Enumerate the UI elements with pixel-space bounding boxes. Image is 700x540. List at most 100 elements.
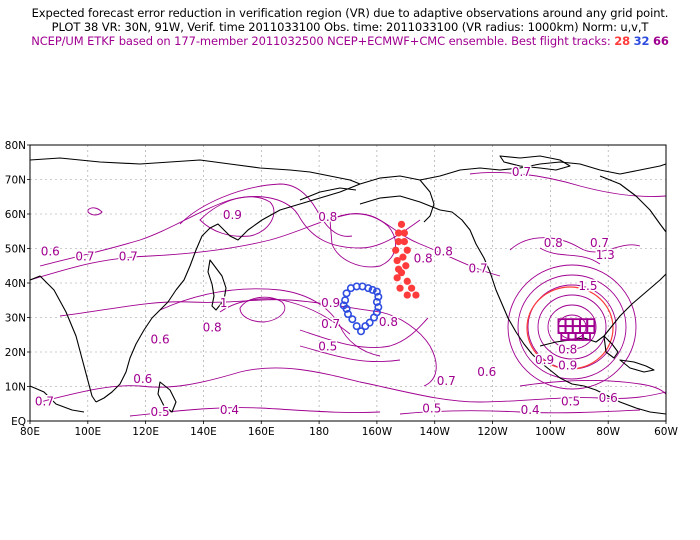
contour-label: 0.5 <box>318 339 337 353</box>
contour-label: 0.6 <box>599 391 618 405</box>
contour-labels: 0.6 0.7 0.70.9 0.80.8 0.80.70.70.8 0.71 0.90.8… <box>33 164 619 421</box>
contour-label: 0.8 <box>318 210 337 224</box>
ring-0-9 <box>517 274 627 380</box>
contour-label: 0.6 <box>133 372 152 386</box>
contour-label: 0.8 <box>434 244 453 258</box>
contour-0-9-north <box>199 196 275 237</box>
forecast-map: 0.6 0.7 0.70.9 0.80.8 0.80.70.70.8 0.71 0.90.8… <box>5 140 679 438</box>
contour-0-7-mid <box>159 288 381 357</box>
lat-tick-label: 40N <box>5 278 26 290</box>
track-32-point <box>342 289 351 298</box>
track-28-point <box>402 262 410 270</box>
track-28-point <box>412 291 420 299</box>
track-66-point <box>582 332 591 341</box>
track-66-legend: 66 <box>652 34 669 48</box>
track-32-point <box>372 297 381 306</box>
verification-region-circle <box>526 286 614 370</box>
lat-tick-label: 70N <box>5 175 26 187</box>
track-32-point <box>348 315 357 324</box>
lon-tick-label: 160W <box>362 426 393 438</box>
contour-label: 1.5 <box>578 279 597 293</box>
lon-tick-label: 120E <box>132 426 159 438</box>
contour-label: 0.6 <box>477 365 496 379</box>
lon-tick-label: 80E <box>20 426 40 438</box>
lon-tick-label: 160E <box>248 426 275 438</box>
contour-0-8-east <box>509 237 641 253</box>
lon-tick-label: 120W <box>477 426 508 438</box>
track-28-point <box>394 229 403 237</box>
track-28-point <box>403 277 411 285</box>
lon-tick-label: 180 <box>309 426 329 438</box>
coast-philippines <box>157 381 177 413</box>
title-line-3: NCEP/UM ETKF based on 177-member 2011032… <box>0 34 700 48</box>
contour-label: 0.7 <box>321 317 340 331</box>
coast-china-sea <box>95 289 177 403</box>
track-32-point <box>357 327 366 336</box>
contour-0-9-mid <box>299 317 429 349</box>
chart-title-block: Expected forecast error reduction in ver… <box>0 6 700 48</box>
contour-label: 0.8 <box>379 315 398 329</box>
track-32-point <box>374 303 383 312</box>
contour-label: 0.9 <box>558 358 577 372</box>
track-28-point <box>403 246 411 254</box>
track-28-point <box>397 220 406 228</box>
track-32-point <box>352 322 361 331</box>
contour-label: 0.7 <box>512 165 531 179</box>
contour-label: 0.5 <box>422 401 441 415</box>
contour-label: 0.4 <box>521 403 540 417</box>
lat-tick-label: EQ <box>11 416 26 428</box>
track-28-point <box>394 265 403 273</box>
coast-arctic-islands <box>499 155 571 171</box>
track-32-point <box>374 292 383 301</box>
title-line-3-text: NCEP/UM ETKF based on 177-member 2011032… <box>31 34 611 48</box>
track-32-point <box>364 284 373 293</box>
coast-east-asia <box>175 183 361 291</box>
error-reduction-contours <box>29 172 667 417</box>
track-28-point <box>396 284 404 292</box>
contour-label: 0.8 <box>414 251 433 265</box>
contour-label: 0.8 <box>203 320 222 334</box>
track-28-point <box>403 291 411 299</box>
ring-0-8 <box>507 264 637 390</box>
flight-track-66 <box>557 318 596 341</box>
track-32-point <box>370 313 379 322</box>
contour-0-7-north <box>39 196 421 267</box>
coast-kamchatka <box>299 187 357 201</box>
track-32-point <box>361 322 370 331</box>
title-line-1: Expected forecast error reduction in ver… <box>31 6 669 20</box>
track-32-legend: 32 <box>633 34 650 48</box>
track-28-point <box>400 229 408 237</box>
contour-0-6-mid <box>59 299 437 387</box>
lon-tick-label: 80W <box>596 426 620 438</box>
track-28-point <box>393 274 401 282</box>
lat-tick-label: 80N <box>5 140 26 152</box>
lat-tick-label: 10N <box>5 382 26 394</box>
flight-track-32 <box>339 282 383 336</box>
contour-label: 0.7 <box>119 250 138 264</box>
ring-1-5 <box>547 304 597 350</box>
lat-tick-label: 30N <box>5 313 26 325</box>
lat-tick-label: 50N <box>5 244 26 256</box>
ring-1-3 <box>537 294 607 360</box>
coast-japan <box>207 259 227 311</box>
contour-0-4-south <box>129 407 381 417</box>
coast-north-america-arctic <box>359 161 667 185</box>
contour-label: 0.9 <box>535 353 554 367</box>
coast-cuba <box>619 359 655 373</box>
track-66-point <box>586 318 596 328</box>
track-32-point <box>368 285 377 294</box>
map-gridlines <box>30 145 666 421</box>
contour-0-6-north <box>29 213 501 281</box>
contour-label: 0.7 <box>35 394 54 408</box>
contour-0-5-mid <box>299 345 401 363</box>
contour-label: 1 <box>220 296 228 310</box>
contour-0-7-arctic <box>469 172 667 197</box>
contour-0-8-north <box>179 183 353 237</box>
contour-label: 0.6 <box>151 332 170 346</box>
track-32-point <box>372 287 381 296</box>
coast-florida <box>603 335 619 359</box>
contour-label: 0.8 <box>544 236 563 250</box>
contour-label: 0.9 <box>223 208 242 222</box>
track-28-point <box>399 253 407 261</box>
track-28-point <box>400 238 408 246</box>
